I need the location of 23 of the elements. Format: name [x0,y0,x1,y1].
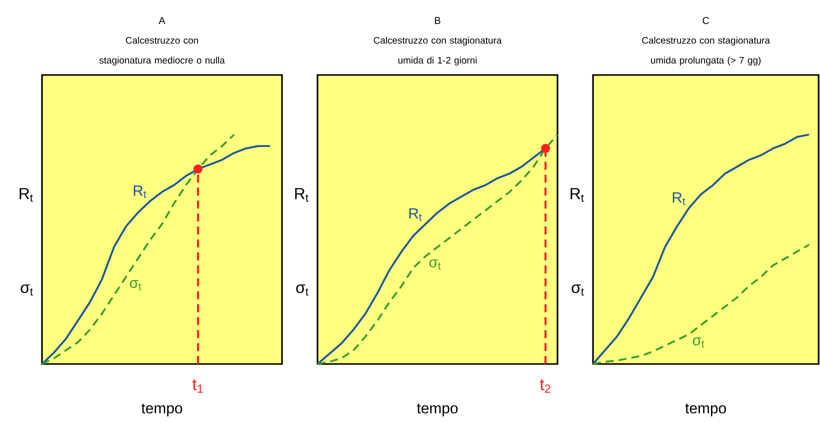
text: Calcestruzzo con stagionatura mediocre o nulla [99,36,225,66]
text: σ$_{t}$ [20,284,33,296]
text: t$_{1}$ [192,379,203,393]
chart-title: C [702,17,710,24]
series-label: R$_{t}$ [409,208,422,221]
series-label: R$_{t}$ [134,185,146,198]
series-label: σ$_{t}$ [692,337,704,348]
chart-subtitle: Calcestruzzo con stagionatura umida di 1-2 giorni [374,36,502,66]
chart-subtitle: Calcestruzzo con stagionatura umida prolungata (> 7 gg) [642,36,770,66]
text: R$_{t}$ [20,188,33,202]
text: R$_{t}$ [570,188,584,202]
series-label: σ$_{t}$ [130,280,142,290]
chart-title: B [435,17,440,24]
series-label: σ$_{t}$ [429,259,441,270]
text: t$_{2}$ [540,379,550,393]
series-label: R$_{t}$ [672,192,686,205]
x-axis-title: tempo [141,404,182,416]
x-axis-title: tempo [416,404,458,416]
x-axis-title: tempo [685,404,726,416]
text: σ$_{t}$ [572,284,584,296]
text: σ$_{t}$ [296,284,308,296]
text: R$_{t}$ [295,188,308,202]
chart-title: A [158,17,166,24]
